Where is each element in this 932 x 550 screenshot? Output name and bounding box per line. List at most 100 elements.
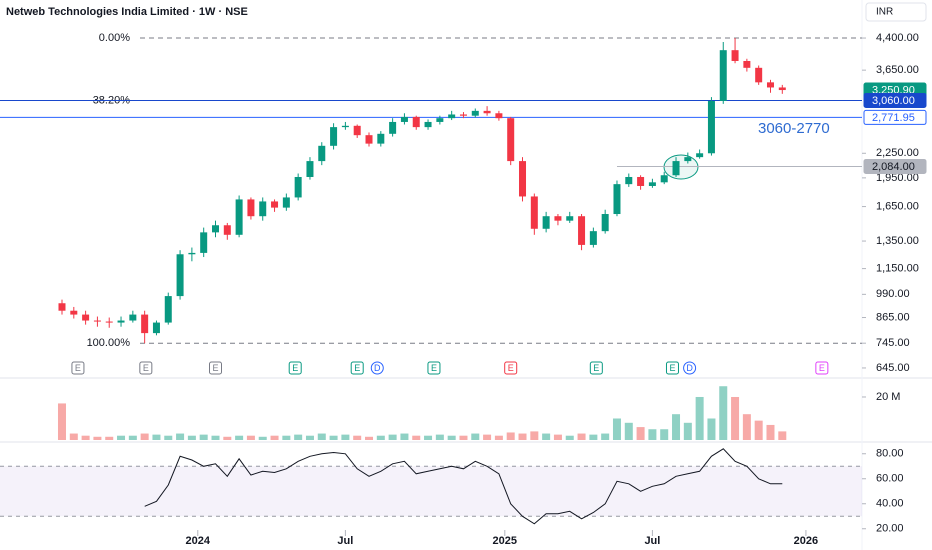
- candle-body: [601, 214, 609, 232]
- event-label: E: [431, 363, 437, 373]
- y-tick-label: 865.00: [876, 311, 910, 323]
- candle-body: [353, 125, 361, 136]
- price-label-box: [863, 109, 927, 125]
- candle-body: [448, 114, 456, 119]
- event-label: E: [669, 363, 675, 373]
- event-marker: [209, 361, 222, 375]
- candle-body: [542, 216, 550, 229]
- candle-body: [330, 127, 338, 146]
- y-tick-label: 1,950.00: [876, 172, 919, 184]
- candle-body: [613, 184, 621, 215]
- volume-bar: [246, 435, 255, 440]
- volume-bar: [612, 418, 621, 440]
- volume-bar: [152, 434, 161, 440]
- volume-bar: [672, 414, 681, 440]
- volume-bar: [471, 433, 480, 440]
- candle-body: [141, 314, 149, 334]
- candle-body: [554, 216, 562, 221]
- y-tick-label: 645.00: [876, 362, 910, 374]
- volume-bar: [742, 414, 751, 440]
- volume-bar: [506, 432, 515, 440]
- candle-body: [105, 321, 113, 323]
- candle-body: [294, 176, 302, 198]
- candle-body: [589, 231, 597, 245]
- volume-bar: [459, 435, 468, 440]
- candle-body: [731, 50, 739, 61]
- candle-body: [152, 322, 160, 334]
- event-label: E: [819, 363, 825, 373]
- candle-body: [684, 157, 692, 162]
- event-label: D: [686, 363, 693, 373]
- volume-bar: [731, 396, 740, 440]
- event-marker: [665, 361, 679, 375]
- event-label: E: [143, 363, 149, 373]
- y-tick-label: 80.00: [876, 448, 904, 460]
- event-label: E: [508, 363, 514, 373]
- event-marker: [815, 361, 829, 375]
- candle-body: [519, 161, 527, 197]
- candle-body: [495, 113, 503, 119]
- y-tick-label: 990.00: [876, 288, 910, 300]
- candle-body: [389, 121, 397, 134]
- candle-body: [637, 176, 645, 186]
- volume-bar: [199, 434, 208, 440]
- price-label: 3,060.00: [872, 95, 915, 107]
- event-label: E: [354, 363, 360, 373]
- candle-body: [412, 116, 420, 128]
- candle-body: [259, 201, 267, 217]
- event-label: D: [374, 363, 381, 373]
- y-tick-label: 2,250.00: [876, 147, 919, 159]
- volume-bar: [223, 436, 232, 440]
- y-tick-label: 20 M: [876, 391, 900, 403]
- candle-body: [707, 101, 715, 154]
- y-tick-label: 20.00: [876, 523, 904, 535]
- x-tick-label: 2026: [794, 535, 818, 547]
- volume-bar: [601, 433, 610, 440]
- event-marker: [504, 361, 518, 375]
- volume-bar: [57, 403, 66, 440]
- volume-bar: [128, 435, 137, 440]
- fib-label: 0.00%: [99, 32, 130, 44]
- price-label: 2,084.00: [872, 161, 915, 173]
- volume-bar: [400, 433, 409, 440]
- candle-body: [129, 314, 137, 321]
- candle-body: [424, 121, 432, 128]
- volume-bar: [766, 424, 775, 440]
- volume-bar: [435, 434, 444, 440]
- candle-body: [778, 87, 786, 91]
- volume-bar: [577, 433, 586, 440]
- candle-body: [471, 110, 479, 116]
- x-tick-label: Jul: [337, 535, 353, 547]
- volume-bar: [140, 433, 149, 440]
- candle-body: [625, 176, 633, 185]
- candle-body: [507, 118, 515, 162]
- volume-bar: [636, 427, 645, 440]
- event-marker: [350, 361, 364, 375]
- price-label: 2,771.95: [872, 112, 915, 124]
- event-label: E: [75, 363, 81, 373]
- candle-body: [235, 199, 243, 235]
- candle-body: [755, 67, 763, 83]
- y-tick-label: 1,350.00: [876, 235, 919, 247]
- candle-body: [212, 225, 219, 233]
- candle-body: [117, 320, 125, 323]
- x-tick-label: Jul: [644, 535, 660, 547]
- candle-body: [58, 303, 66, 311]
- event-label: E: [212, 363, 218, 373]
- volume-bar: [69, 433, 78, 440]
- fib-label: 100.00%: [87, 337, 131, 349]
- candle-body: [188, 252, 196, 255]
- volume-bar: [412, 435, 421, 440]
- volume-bar: [365, 436, 374, 440]
- volume-bar: [447, 435, 456, 440]
- candle-body: [436, 118, 444, 122]
- event-marker: [683, 361, 697, 375]
- chart-title: Netweb Technologies India Limited · 1W ·…: [6, 6, 248, 18]
- event-marker: [370, 361, 384, 375]
- volume-bar: [542, 433, 551, 440]
- event-label: E: [593, 363, 599, 373]
- currency-box[interactable]: [865, 2, 927, 22]
- currency[interactable]: INR: [876, 7, 893, 18]
- rsi-line: [144, 448, 783, 525]
